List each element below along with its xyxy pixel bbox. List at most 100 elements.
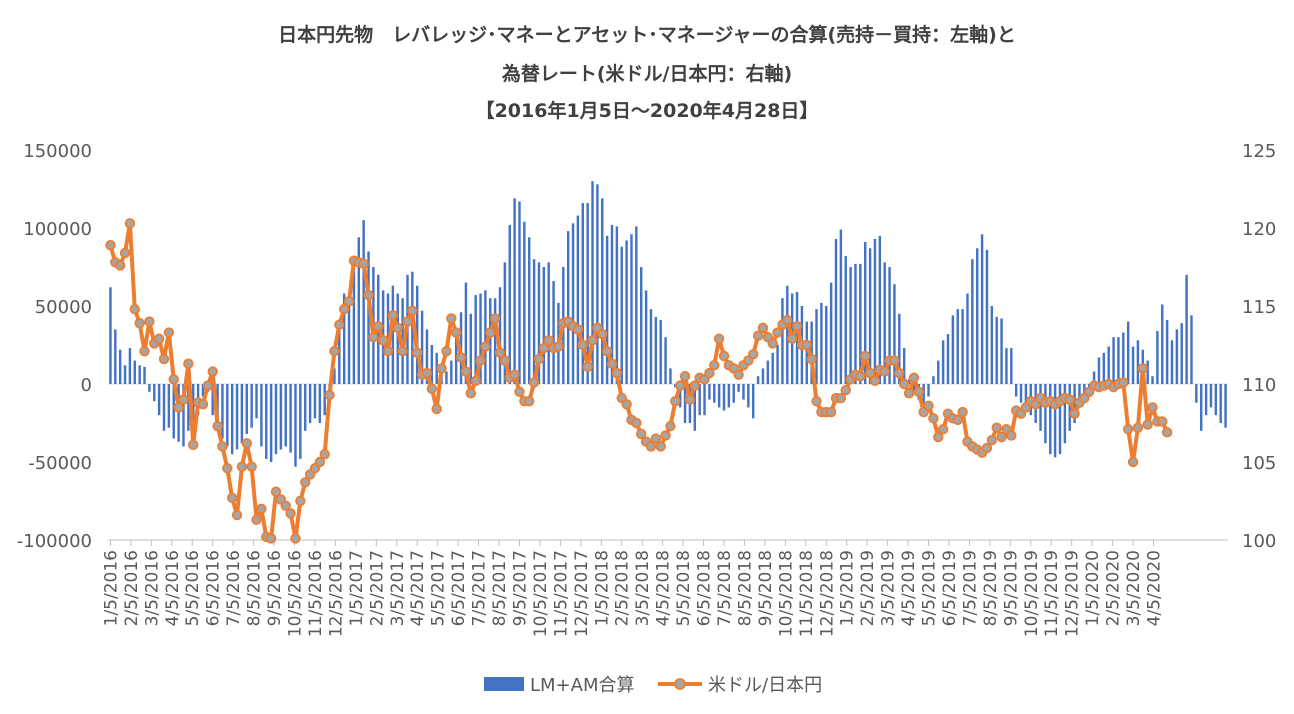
line-point bbox=[869, 375, 881, 387]
bar bbox=[703, 384, 706, 416]
x-axis-tick-label: 9/5/2018 bbox=[756, 550, 776, 626]
bar bbox=[255, 384, 258, 419]
bar bbox=[727, 384, 731, 408]
x-axis-tick-label: 8/5/2016 bbox=[245, 550, 265, 626]
left-axis-tick-label: 150000 bbox=[23, 141, 92, 162]
line-point bbox=[265, 533, 277, 544]
line-point bbox=[139, 346, 150, 357]
bar bbox=[844, 256, 847, 384]
bar bbox=[532, 259, 536, 384]
bar bbox=[1209, 384, 1213, 408]
line-point bbox=[270, 486, 282, 497]
x-axis-tick-label: 2/5/2016 bbox=[122, 550, 142, 626]
bar bbox=[868, 248, 872, 384]
bar bbox=[177, 384, 180, 442]
bar bbox=[498, 287, 502, 384]
bar bbox=[654, 316, 658, 384]
x-axis-tick-label: 12/5/2019 bbox=[1063, 550, 1083, 637]
right-axis-tick-label: 125 bbox=[1242, 141, 1276, 162]
bar bbox=[484, 290, 487, 384]
left-axis-tick-label: -100000 bbox=[17, 531, 92, 552]
bar bbox=[1214, 384, 1218, 416]
x-axis-tick-label: 2/5/2019 bbox=[858, 550, 878, 626]
line-point bbox=[212, 420, 223, 432]
line-point bbox=[801, 339, 812, 351]
line-point bbox=[295, 495, 306, 507]
line-point bbox=[650, 433, 662, 444]
line-point bbox=[1064, 394, 1075, 405]
bar bbox=[128, 348, 132, 384]
x-axis-tick-label: 3/5/2018 bbox=[633, 550, 653, 626]
bar bbox=[610, 224, 614, 384]
line-point bbox=[894, 367, 905, 379]
bar bbox=[742, 384, 745, 400]
bar bbox=[416, 285, 419, 384]
bar bbox=[669, 368, 672, 384]
bar bbox=[118, 349, 122, 384]
line-point bbox=[864, 367, 876, 379]
bar bbox=[1058, 384, 1062, 455]
x-axis-tick-label: 7/5/2017 bbox=[470, 550, 490, 626]
line-point bbox=[986, 434, 998, 446]
line-point bbox=[553, 341, 564, 352]
bar bbox=[786, 285, 789, 384]
line-point bbox=[825, 406, 837, 418]
bar bbox=[347, 298, 351, 384]
line-point bbox=[709, 360, 720, 371]
bar bbox=[148, 384, 151, 392]
line-point bbox=[928, 413, 939, 424]
bar bbox=[338, 329, 341, 384]
bar bbox=[274, 384, 278, 455]
line-point bbox=[226, 492, 238, 504]
line-point bbox=[373, 321, 384, 332]
bar bbox=[1068, 384, 1071, 431]
bar bbox=[902, 348, 906, 384]
bar bbox=[308, 384, 312, 423]
bar bbox=[503, 262, 507, 384]
bar bbox=[1219, 384, 1222, 423]
line-point bbox=[465, 388, 476, 399]
line-point bbox=[913, 386, 924, 398]
bar bbox=[114, 329, 117, 384]
bar bbox=[284, 384, 287, 447]
bar bbox=[352, 259, 356, 384]
bar bbox=[260, 384, 263, 447]
line-point bbox=[251, 514, 262, 525]
bar bbox=[1044, 384, 1047, 444]
x-axis-tick-label: 11/5/2018 bbox=[797, 550, 817, 637]
bar bbox=[230, 384, 234, 455]
x-axis-tick-label: 9/5/2019 bbox=[1001, 550, 1021, 626]
line-point bbox=[733, 369, 744, 380]
bar bbox=[815, 309, 818, 384]
bar bbox=[820, 302, 823, 384]
bar bbox=[708, 384, 711, 400]
legend-label-bars: LM+AM合算 bbox=[530, 675, 634, 696]
line-point bbox=[426, 383, 438, 394]
bar bbox=[153, 384, 156, 402]
line-point bbox=[903, 388, 915, 399]
line-point bbox=[241, 438, 252, 449]
line-point bbox=[499, 355, 511, 366]
bar bbox=[834, 238, 838, 384]
bar bbox=[226, 384, 229, 447]
bar bbox=[294, 384, 297, 467]
bar bbox=[182, 384, 185, 447]
line-point bbox=[407, 305, 418, 316]
bar bbox=[615, 226, 619, 384]
line-point bbox=[587, 335, 598, 346]
bar bbox=[878, 235, 882, 384]
bar bbox=[1024, 384, 1028, 408]
line-point bbox=[290, 533, 301, 544]
line-point bbox=[324, 389, 335, 401]
bar bbox=[932, 376, 935, 384]
line-point bbox=[665, 420, 676, 432]
line-point bbox=[319, 449, 330, 460]
line-point bbox=[1132, 422, 1144, 433]
line-point bbox=[446, 313, 457, 324]
bar bbox=[1224, 384, 1227, 428]
bar bbox=[1039, 384, 1042, 431]
bar bbox=[898, 313, 901, 384]
bar bbox=[625, 240, 628, 384]
x-axis-tick-label: 7/5/2016 bbox=[224, 550, 244, 626]
line-point bbox=[533, 353, 545, 365]
